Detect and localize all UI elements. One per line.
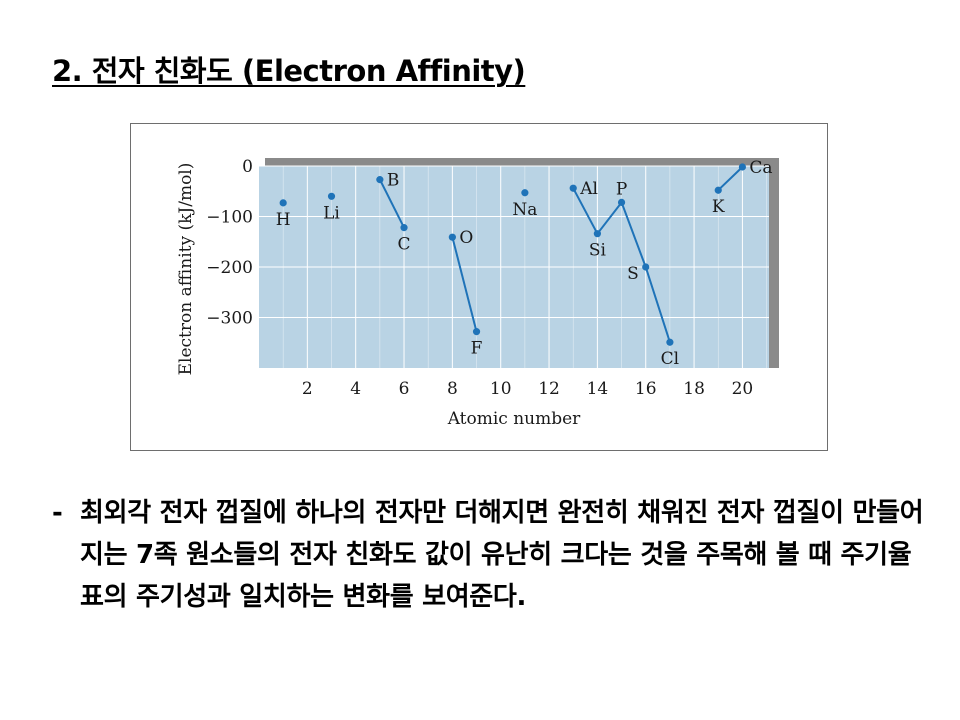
data-point-h: [279, 199, 287, 207]
x-tick-label: 12: [538, 379, 560, 399]
data-point-o: [448, 233, 456, 241]
data-point-li: [327, 192, 336, 200]
data-point-s: [642, 263, 650, 271]
data-point-c: [400, 224, 408, 232]
data-label-na: Na: [512, 200, 537, 220]
data-label-c: C: [398, 235, 411, 255]
bullet-point: - 최외각 전자 껍질에 하나의 전자만 더해지면 완전히 채워진 전자 껍질이…: [52, 492, 932, 618]
y-axis-label: Electron affinity (kJ/mol): [176, 163, 196, 376]
data-point-al: [569, 184, 577, 192]
x-tick-label: 16: [635, 379, 657, 399]
x-axis-label: Atomic number: [447, 409, 581, 429]
x-tick-label: 10: [490, 379, 512, 399]
series-line: [379, 179, 405, 229]
data-label-o: O: [459, 228, 473, 248]
data-label-ca: Ca: [749, 158, 772, 178]
data-point-b: [376, 176, 384, 184]
y-tick-label: −300: [206, 309, 253, 329]
data-point-f: [472, 328, 481, 336]
data-point-p: [617, 198, 626, 206]
data-label-h: H: [276, 210, 291, 230]
data-label-li: Li: [323, 203, 340, 223]
data-point-cl: [666, 338, 674, 346]
x-tick-label: 18: [683, 379, 705, 399]
data-label-k: K: [712, 197, 725, 217]
series-line: [717, 166, 744, 191]
data-label-f: F: [471, 339, 483, 359]
y-tick-label: −200: [206, 258, 253, 278]
x-tick-label: 6: [399, 379, 410, 399]
chart-frame: 2 4 6 8 10 12 14 16 18 20 0 −100 −200 −300 Atomic numb…: [130, 123, 828, 451]
data-label-p: P: [616, 179, 627, 199]
x-tick-label: 8: [447, 379, 458, 399]
data-point-ca: [738, 163, 747, 171]
data-label-b: B: [387, 171, 400, 191]
bullet-text: 최외각 전자 껍질에 하나의 전자만 더해지면 완전히 채워진 전자 껍질이 만…: [80, 498, 924, 612]
y-tick-label: 0: [242, 157, 253, 177]
data-point-na: [521, 189, 529, 197]
y-tick-label: −100: [206, 208, 253, 228]
x-tick-label: 20: [732, 379, 754, 399]
x-tick-label: 2: [302, 379, 313, 399]
bullet-marker: -: [52, 498, 63, 528]
data-label-s: S: [627, 264, 639, 284]
data-point-si: [593, 230, 601, 238]
data-point-k: [714, 186, 722, 194]
data-label-cl: Cl: [661, 349, 679, 369]
electron-affinity-chart: 2 4 6 8 10 12 14 16 18 20 0 −100 −200 −300 Atomic numb…: [176, 157, 779, 429]
data-label-al: Al: [579, 179, 598, 199]
data-label-si: Si: [589, 241, 607, 261]
x-tick-label: 4: [350, 379, 361, 399]
series-line: [451, 236, 478, 332]
x-tick-label: 14: [587, 379, 609, 399]
slide-title: 2. 전자 친화도 (Electron Affinity): [52, 54, 526, 88]
